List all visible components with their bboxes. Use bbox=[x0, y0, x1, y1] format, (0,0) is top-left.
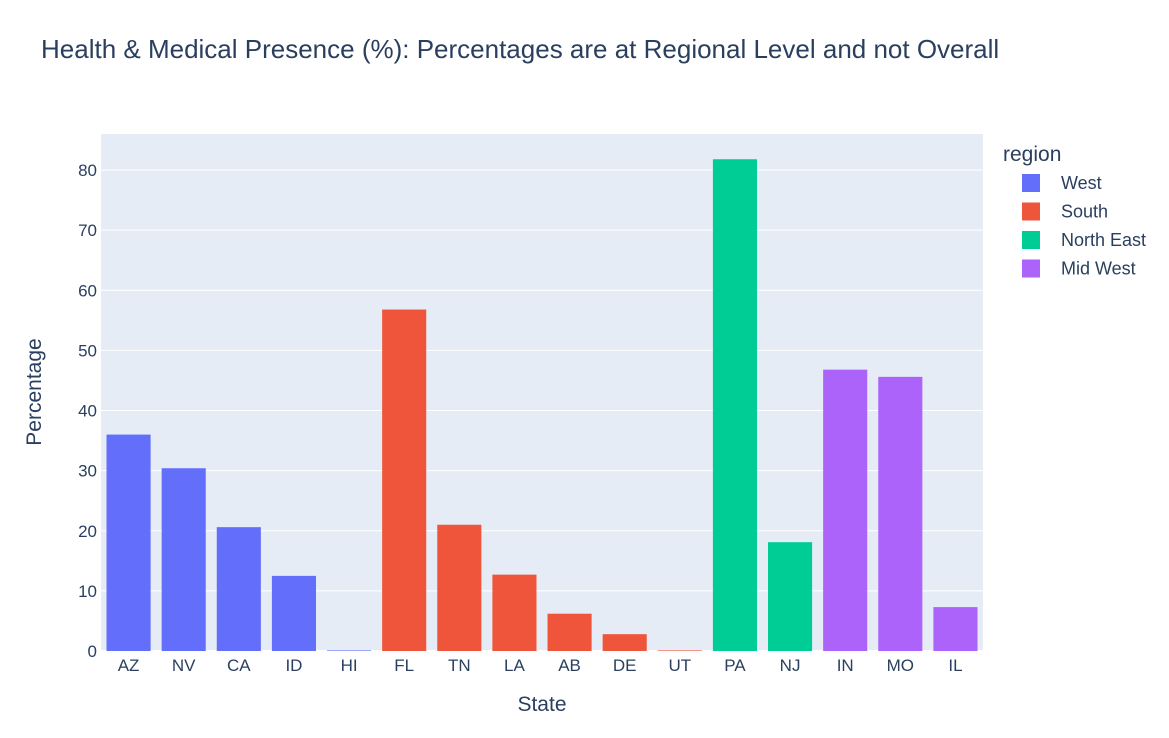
x-axis-ticks: AZ NV CA ID HI FL TN LA AB DE UT PA NJ IN MO IL bbox=[118, 656, 963, 675]
x-tick-label: HI bbox=[341, 656, 358, 675]
bar-ut bbox=[657, 650, 702, 651]
x-tick-label: AZ bbox=[118, 656, 140, 675]
x-tick-label: IN bbox=[837, 656, 854, 675]
bar-tn bbox=[437, 524, 482, 651]
bar-nj bbox=[768, 542, 813, 651]
y-tick-label: 80 bbox=[78, 161, 97, 180]
legend-swatch[interactable] bbox=[1022, 231, 1040, 249]
legend: region West South North East Mid West bbox=[1003, 143, 1146, 279]
bar-pa bbox=[712, 159, 757, 651]
bar-nv bbox=[161, 468, 206, 651]
bar-de bbox=[602, 634, 647, 651]
x-tick-label: TN bbox=[448, 656, 471, 675]
bar-mo bbox=[878, 376, 923, 651]
legend-swatch[interactable] bbox=[1022, 259, 1040, 278]
legend-title: region bbox=[1003, 143, 1061, 166]
legend-item-label[interactable]: Mid West bbox=[1061, 259, 1136, 279]
legend-swatch[interactable] bbox=[1022, 174, 1040, 192]
bar-ca bbox=[216, 527, 261, 651]
bar-az bbox=[106, 434, 151, 651]
x-tick-label: PA bbox=[724, 656, 746, 675]
y-tick-label: 50 bbox=[78, 341, 97, 360]
x-tick-label: IL bbox=[948, 656, 962, 675]
x-tick-label: FL bbox=[394, 656, 414, 675]
x-tick-label: MO bbox=[887, 656, 914, 675]
legend-item-label[interactable]: North East bbox=[1061, 230, 1146, 250]
legend-item-label[interactable]: South bbox=[1061, 202, 1108, 222]
x-tick-label: NJ bbox=[780, 656, 801, 675]
bar-in bbox=[823, 369, 868, 651]
bar-ab bbox=[547, 613, 592, 651]
bar-la bbox=[492, 574, 537, 651]
legend-swatch[interactable] bbox=[1022, 202, 1040, 221]
x-axis-title: State bbox=[517, 693, 566, 716]
y-tick-label: 70 bbox=[78, 221, 97, 240]
y-axis-ticks: 0 10 20 30 40 50 60 70 80 bbox=[78, 161, 97, 661]
y-tick-label: 30 bbox=[78, 462, 97, 481]
x-tick-label: UT bbox=[668, 656, 691, 675]
bar-id bbox=[271, 575, 316, 651]
x-tick-label: LA bbox=[504, 656, 525, 675]
x-tick-label: NV bbox=[172, 656, 196, 675]
x-tick-label: ID bbox=[285, 656, 302, 675]
bars bbox=[106, 159, 978, 651]
bar-fl bbox=[382, 309, 427, 651]
x-tick-label: DE bbox=[613, 656, 637, 675]
y-tick-label: 0 bbox=[88, 642, 97, 661]
y-tick-label: 60 bbox=[78, 281, 97, 300]
chart-title: Health & Medical Presence (%): Percentag… bbox=[41, 34, 999, 64]
bar-il bbox=[933, 607, 978, 651]
x-tick-label: AB bbox=[558, 656, 581, 675]
x-tick-label: CA bbox=[227, 656, 251, 675]
legend-item-label[interactable]: West bbox=[1061, 173, 1102, 193]
y-axis-title: Percentage bbox=[23, 338, 46, 445]
y-tick-label: 10 bbox=[78, 582, 97, 601]
y-tick-label: 20 bbox=[78, 522, 97, 541]
y-tick-label: 40 bbox=[78, 402, 97, 421]
bar-hi bbox=[327, 650, 372, 651]
